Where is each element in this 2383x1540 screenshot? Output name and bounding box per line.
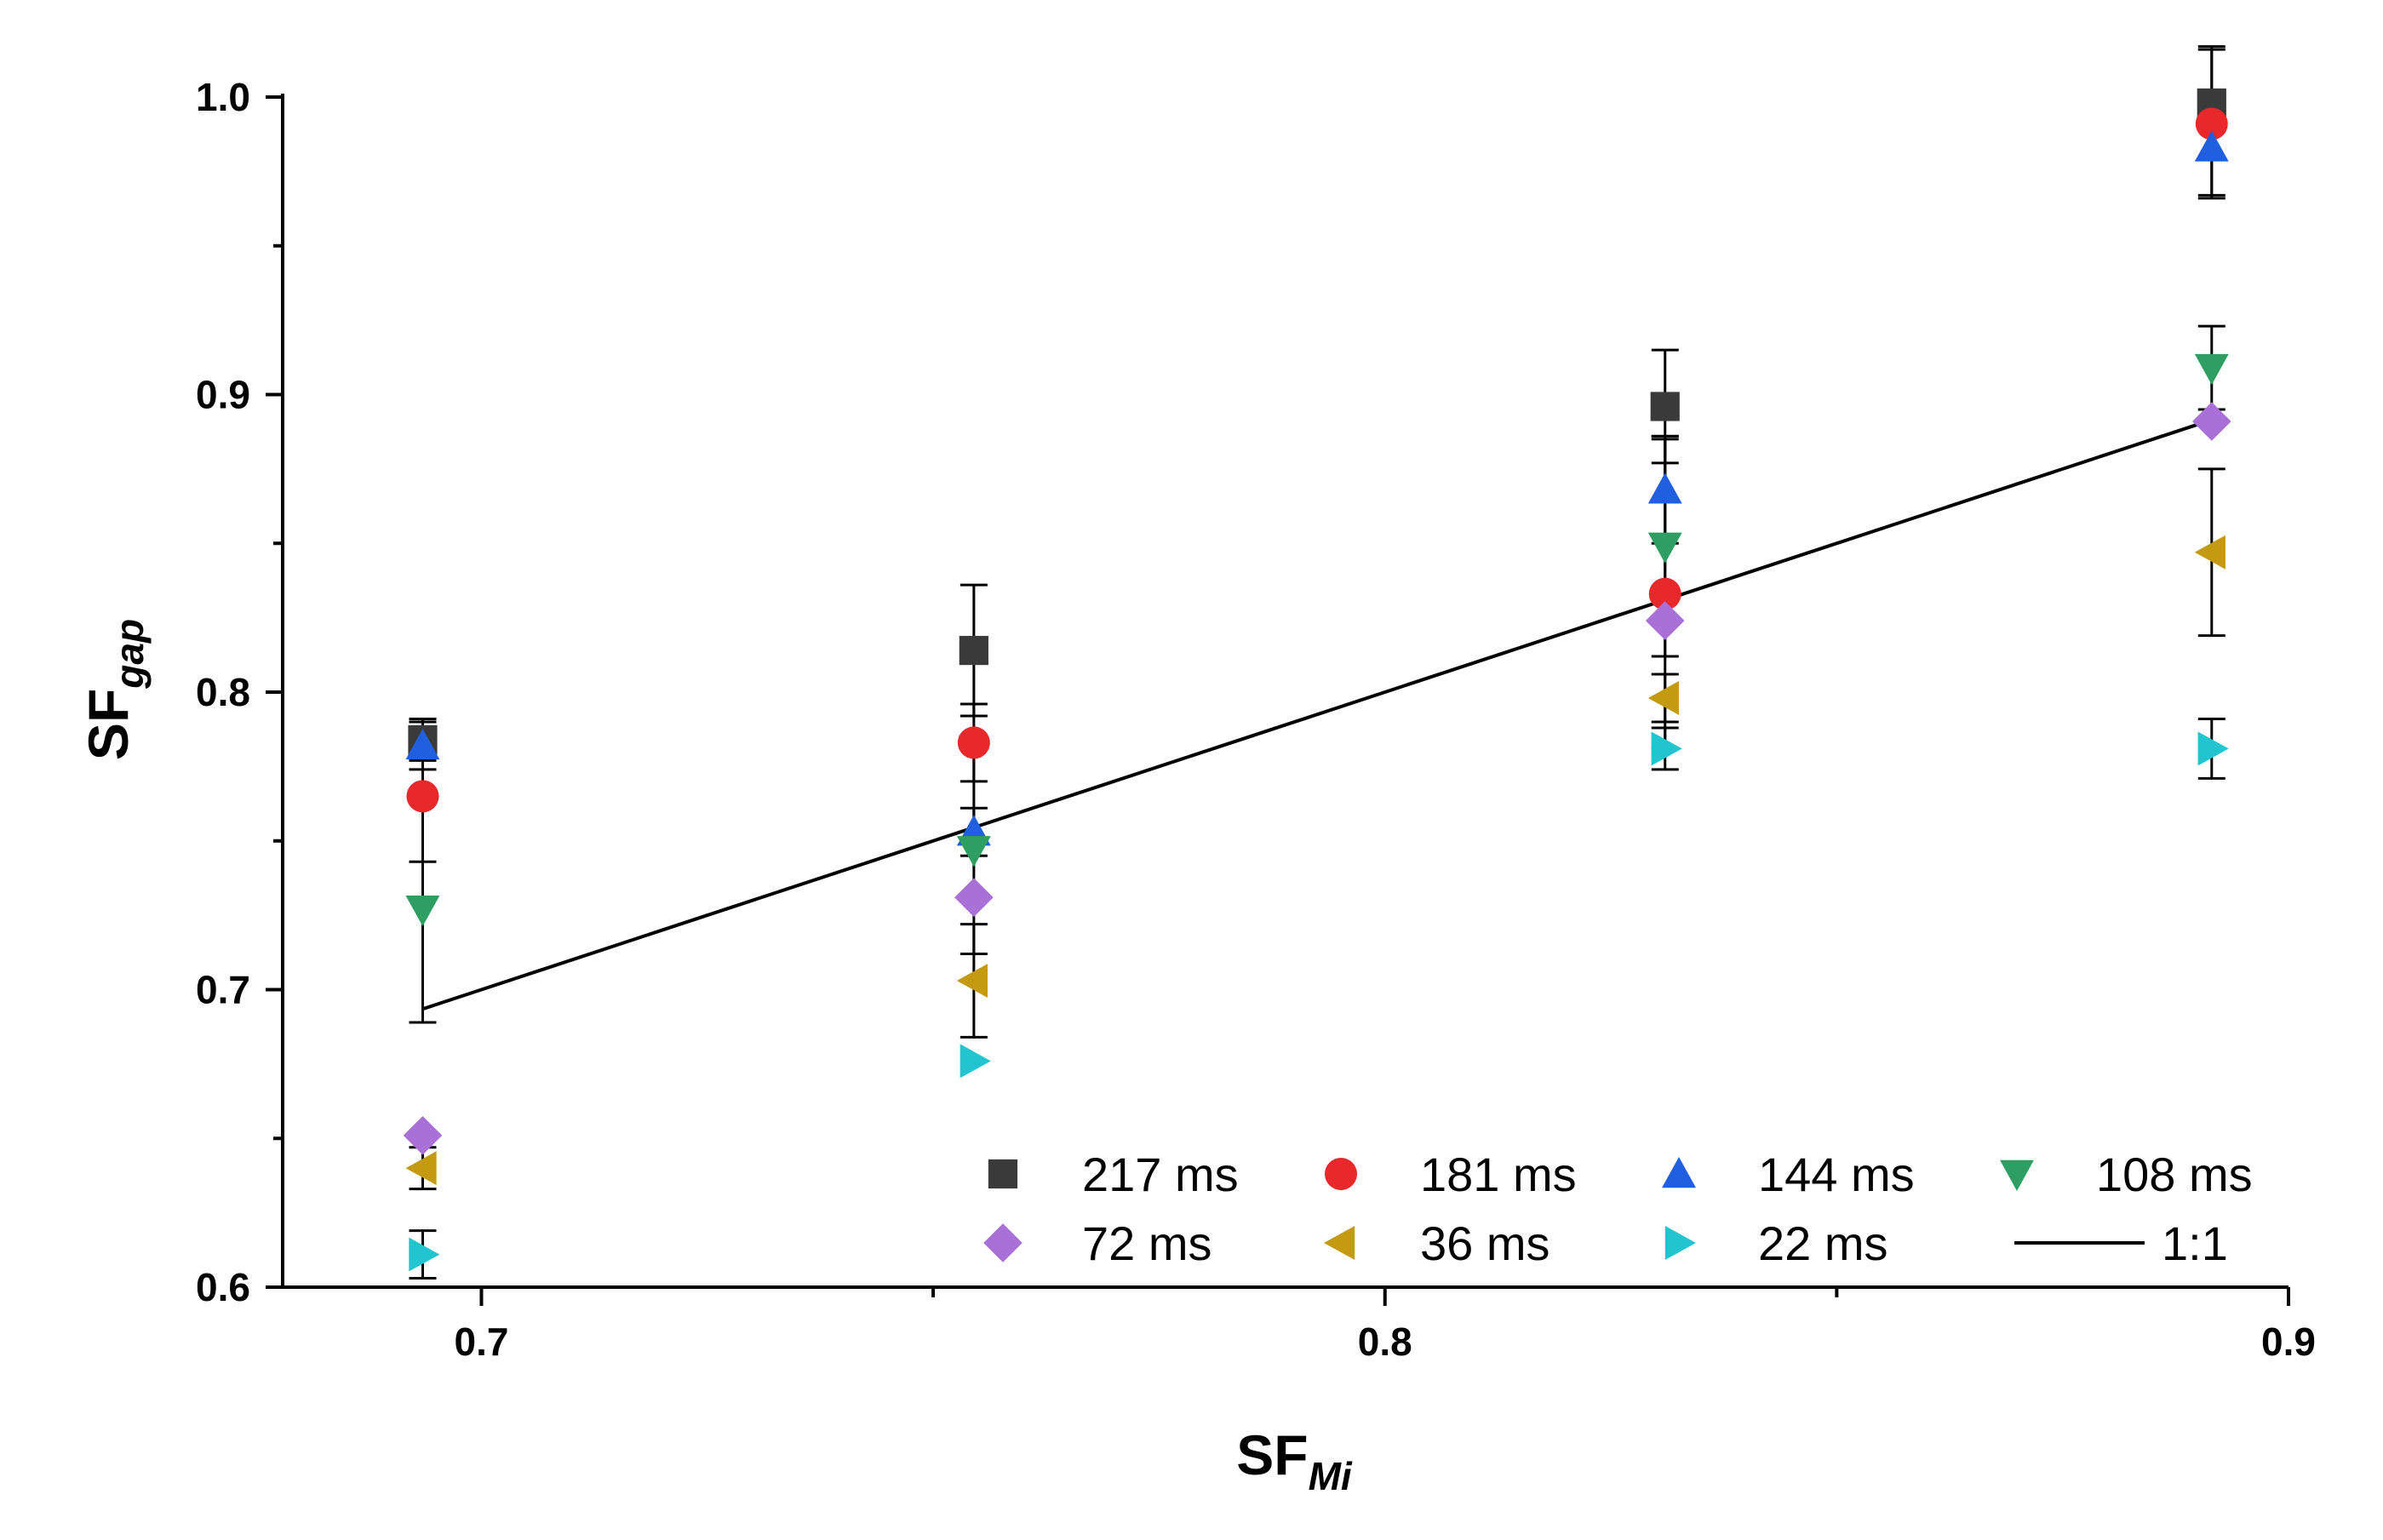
marker-72ms: [2192, 402, 2231, 441]
x-tick-label: 0.8: [1358, 1320, 1412, 1364]
x-tick-label: 0.9: [2261, 1320, 2316, 1364]
reference-line-layer: [421, 418, 2213, 1011]
legend-marker-36ms: [1324, 1226, 1355, 1260]
legend-label: 22 ms: [1758, 1217, 1888, 1270]
marker-181ms: [406, 780, 439, 813]
y-tick-label: 0.8: [196, 670, 250, 714]
marker-22ms: [960, 1044, 991, 1079]
marker-22ms: [1651, 731, 1682, 766]
axes: 0.6 0.7 0.8 0.9 1.0 0.7 0.8 0.9: [196, 75, 2316, 1364]
legend-label: 144 ms: [1758, 1148, 1915, 1201]
marker-217ms: [1650, 392, 1680, 421]
marker-22ms: [409, 1237, 440, 1272]
marker-217ms: [959, 635, 988, 666]
y-tick-label: 0.6: [196, 1265, 250, 1309]
legend-label: 181 ms: [1420, 1148, 1577, 1201]
legend-marker-144ms: [1662, 1157, 1696, 1188]
marker-36ms: [1647, 681, 1679, 715]
y-tick-label: 0.9: [196, 373, 250, 417]
legend-marker-217ms: [988, 1159, 1018, 1189]
marker-108ms: [405, 896, 440, 927]
x-axis-title: SFMi: [1236, 1423, 1353, 1498]
reference-line-1to1: [421, 418, 2213, 1011]
legend-marker-22ms: [1664, 1226, 1696, 1260]
marker-72ms: [403, 1116, 443, 1155]
error-bars: [409, 45, 2225, 1280]
y-tick-label: 1.0: [196, 75, 250, 119]
marker-72ms: [954, 878, 994, 917]
legend-label: 72 ms: [1082, 1217, 1212, 1270]
marker-36ms: [956, 964, 988, 998]
marker-144ms: [1647, 472, 1682, 504]
legend-marker-72ms: [983, 1223, 1023, 1262]
legend: 217 ms 181 ms 144 ms 108 ms 72 ms 36 ms 22 ms 1…: [983, 1148, 2253, 1270]
marker-181ms: [957, 726, 990, 759]
legend-label: 1:1: [2162, 1217, 2228, 1270]
legend-label: 108 ms: [2096, 1148, 2253, 1201]
marker-108ms: [956, 836, 991, 867]
legend-label: 36 ms: [1420, 1217, 1550, 1270]
marker-108ms: [1647, 532, 1682, 564]
marker-72ms: [1645, 601, 1685, 640]
marker-36ms: [405, 1151, 437, 1186]
marker-108ms: [2194, 353, 2229, 385]
marker-181ms: [2195, 107, 2228, 140]
marker-36ms: [2194, 535, 2225, 570]
legend-marker-108ms: [2000, 1159, 2034, 1191]
data-markers: [403, 88, 2231, 1272]
marker-181ms: [1648, 577, 1681, 610]
marker-144ms: [2194, 130, 2229, 162]
marker-144ms: [405, 729, 440, 760]
x-tick-label: 0.7: [455, 1320, 509, 1364]
y-tick-label: 0.7: [196, 968, 250, 1012]
legend-label: 217 ms: [1082, 1148, 1239, 1201]
marker-22ms: [2197, 731, 2229, 766]
y-axis-title: SFgap: [77, 619, 152, 760]
legend-marker-181ms: [1325, 1158, 1357, 1190]
